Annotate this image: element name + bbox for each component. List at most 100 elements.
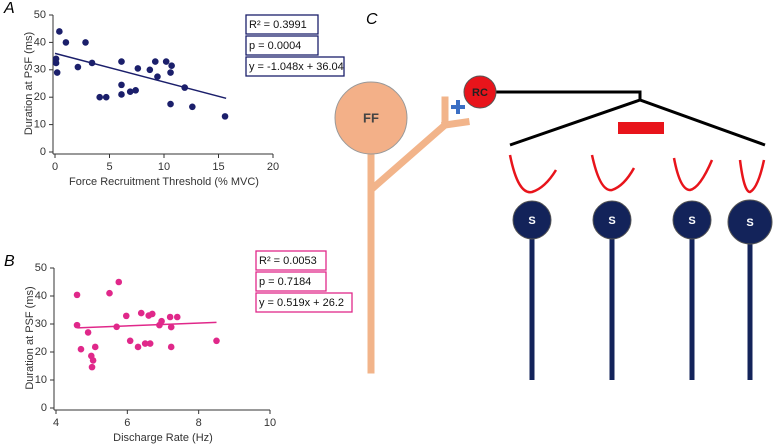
motoneuron-label: S <box>746 217 753 229</box>
y-tick-label: 30 <box>34 64 46 76</box>
point <box>115 278 123 286</box>
annotation: p = 0.0004 <box>249 40 301 52</box>
point <box>168 62 175 69</box>
ff-soma <box>334 81 408 155</box>
motoneuron-label: S <box>688 215 695 227</box>
x-tick-label: 20 <box>267 161 279 173</box>
y-tick-label: 50 <box>35 262 47 274</box>
annotation-box <box>245 35 319 56</box>
point <box>167 69 174 76</box>
y-tick-label: 20 <box>34 91 46 103</box>
annotation: y = 0.519x + 26.2 <box>259 297 344 309</box>
point <box>96 93 103 101</box>
motoneuron <box>672 200 712 240</box>
point <box>53 69 61 76</box>
x-tick-label: 6 <box>124 417 130 429</box>
point <box>126 88 134 96</box>
y-tick-label: 10 <box>34 119 46 131</box>
chart: A 0 10 20 30 40 50 0 5 10 15 20 Force Recruitment Th… <box>3 0 345 188</box>
ff-neuron <box>367 96 470 374</box>
rc-connections <box>496 90 766 147</box>
point <box>73 321 81 329</box>
y-tick-label: 0 <box>40 146 46 158</box>
point <box>82 39 89 46</box>
annotation: R² = 0.3991 <box>249 19 307 31</box>
point <box>173 313 181 321</box>
point <box>118 91 125 98</box>
x-tick-label: 10 <box>264 417 276 429</box>
point <box>88 363 96 371</box>
point <box>113 323 120 331</box>
annotation: R² = 0.0053 <box>259 255 317 267</box>
point <box>106 289 113 297</box>
point <box>189 103 196 111</box>
point <box>118 58 125 65</box>
ipsp-traces <box>508 154 766 194</box>
motoneuron <box>512 200 552 240</box>
point <box>213 337 220 345</box>
point <box>167 323 175 331</box>
point <box>154 73 161 80</box>
point <box>149 310 156 318</box>
rc-label: RC <box>472 87 488 99</box>
y-axis-label: Duration at PSF (ms) <box>24 286 36 389</box>
annotation-box <box>255 250 327 271</box>
point <box>134 343 142 351</box>
point <box>126 337 134 345</box>
point <box>167 343 175 351</box>
motoneuron <box>727 199 773 245</box>
ff-label: FF <box>363 110 379 125</box>
trend-line <box>54 52 227 100</box>
panel-label: B <box>4 253 15 270</box>
x-tick-label: 15 <box>212 161 224 173</box>
x-tick-label: 4 <box>53 417 59 429</box>
y-tick-label: 0 <box>41 402 47 414</box>
motoneuron <box>592 200 632 240</box>
point <box>166 313 174 321</box>
point <box>84 329 92 336</box>
point <box>134 65 142 72</box>
annotation: p = 0.7184 <box>259 276 311 288</box>
point <box>221 113 229 120</box>
motoneuron-label: S <box>608 215 615 227</box>
y-tick-label: 40 <box>35 290 47 302</box>
point <box>73 291 81 299</box>
motoneuron-label: S <box>528 215 535 227</box>
point <box>62 39 70 46</box>
point <box>167 100 174 108</box>
point <box>158 317 165 325</box>
panel-label: A <box>3 0 15 17</box>
y-axis-label: Duration at PSF (ms) <box>23 32 35 135</box>
point <box>118 81 125 89</box>
point <box>162 58 170 65</box>
chart: B 0 10 20 30 40 50 4 6 8 10 Discharge Rate (Hz) Dura… <box>4 250 353 444</box>
point <box>141 340 149 347</box>
x-tick-label: 10 <box>158 161 170 173</box>
point <box>88 59 96 67</box>
x-tick-label: 0 <box>52 161 58 173</box>
point <box>181 84 189 91</box>
point <box>122 312 130 320</box>
point <box>132 87 139 94</box>
x-tick-label: 5 <box>106 161 112 173</box>
annotation-box <box>245 56 345 77</box>
point <box>146 340 154 347</box>
point <box>102 93 110 101</box>
annotation-box <box>255 292 353 313</box>
x-tick-label: 8 <box>196 417 202 429</box>
annotation-box <box>255 271 327 292</box>
trend-line <box>77 321 217 329</box>
annotation: y = -1.048x + 36.04 <box>249 61 344 73</box>
plus-sign <box>451 100 465 114</box>
y-tick-label: 30 <box>35 318 47 330</box>
annotation-box <box>245 14 319 35</box>
inhibition-bar <box>618 122 664 134</box>
x-axis-label: Force Recruitment Threshold (% MVC) <box>69 176 259 188</box>
panel-label: C <box>366 11 378 28</box>
point <box>74 63 82 71</box>
point <box>52 59 60 67</box>
y-tick-label: 20 <box>35 346 47 358</box>
y-tick-label: 10 <box>35 374 47 386</box>
